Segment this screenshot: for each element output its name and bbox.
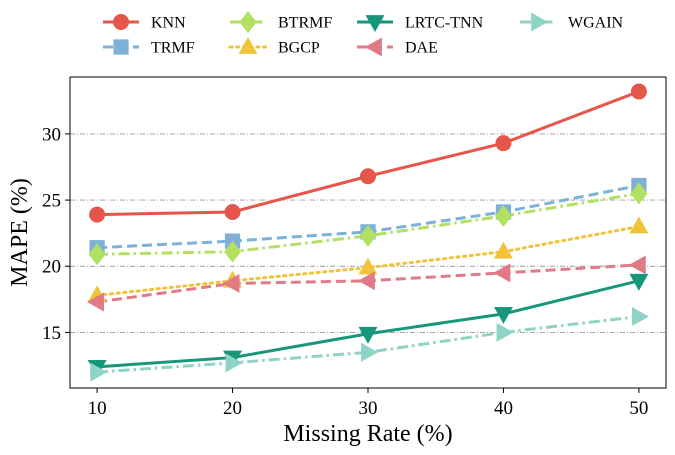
data-point-bgcp-40 xyxy=(493,241,513,259)
series-markers xyxy=(87,83,649,382)
legend: KNN TRMF BTRMF BGCP LRTC-TNN DAE WGAIN xyxy=(103,11,624,57)
data-point-lrtc-tnn-40 xyxy=(493,307,513,324)
series-lines xyxy=(95,90,641,374)
data-point-wgain-50 xyxy=(632,307,649,327)
y-tick-label: 15 xyxy=(42,323,61,344)
data-point-lrtc-tnn-50 xyxy=(629,273,649,291)
legend-marker-dae xyxy=(364,37,382,57)
legend-item-bgcp: BGCP xyxy=(228,36,320,57)
legend-marker-knn xyxy=(113,14,129,30)
data-point-knn-50 xyxy=(630,83,647,100)
data-point-btrmf-50 xyxy=(630,182,648,205)
legend-marker-trmf xyxy=(113,39,129,55)
series-line-btrmf xyxy=(97,191,640,256)
y-tick-label: 20 xyxy=(42,257,61,278)
legend-marker-bgcp xyxy=(238,36,258,54)
legend-label: BTRMF xyxy=(278,15,332,32)
legend-label: LRTC-TNN xyxy=(405,15,484,32)
data-point-knn-20 xyxy=(224,203,241,220)
x-axis: 10 20 30 40 50 xyxy=(88,388,648,419)
legend-marker-wgain xyxy=(531,12,549,32)
x-tick-label: 20 xyxy=(223,398,242,419)
data-point-wgain-10 xyxy=(90,362,108,382)
data-point-btrmf-40 xyxy=(494,205,512,227)
data-point-wgain-20 xyxy=(225,353,243,373)
data-point-dae-10 xyxy=(87,292,104,312)
data-point-wgain-30 xyxy=(361,342,379,362)
data-point-bgcp-50 xyxy=(629,216,649,234)
data-point-btrmf-10 xyxy=(88,243,106,266)
data-point-dae-40 xyxy=(493,263,511,283)
x-tick-label: 50 xyxy=(629,398,648,419)
series-line-knn xyxy=(97,90,640,217)
data-point-knn-30 xyxy=(360,168,376,185)
series-line-bgcp xyxy=(95,225,641,297)
data-point-lrtc-tnn-30 xyxy=(358,326,378,344)
data-point-knn-40 xyxy=(495,135,512,152)
data-point-bgcp-30 xyxy=(358,257,378,275)
x-tick-label: 40 xyxy=(494,398,513,419)
y-tick-label: 25 xyxy=(42,191,61,212)
legend-marker-lrtc-tnn xyxy=(365,15,385,33)
legend-item-dae: DAE xyxy=(357,37,438,57)
y-axis-label: MAPE (%) xyxy=(7,178,33,287)
x-tick-label: 10 xyxy=(88,398,107,419)
legend-label: BGCP xyxy=(278,40,320,57)
legend-item-lrtc-tnn: LRTC-TNN xyxy=(357,15,484,33)
legend-label: DAE xyxy=(405,40,438,57)
data-point-knn-10 xyxy=(89,206,106,223)
legend-item-btrmf: BTRMF xyxy=(230,11,332,33)
data-point-dae-50 xyxy=(628,255,646,275)
data-point-btrmf-20 xyxy=(224,240,242,263)
y-axis: 15 20 25 30 xyxy=(42,124,70,344)
series-line-wgain xyxy=(96,315,640,374)
y-tick-label: 30 xyxy=(42,124,61,145)
x-axis-label: Missing Rate (%) xyxy=(283,421,452,447)
legend-item-trmf: TRMF xyxy=(103,39,195,57)
legend-label: KNN xyxy=(151,15,186,32)
legend-item-knn: KNN xyxy=(103,14,186,32)
legend-item-wgain: WGAIN xyxy=(520,12,624,32)
data-point-dae-30 xyxy=(357,271,375,291)
legend-label: TRMF xyxy=(151,40,195,57)
x-tick-label: 30 xyxy=(359,398,378,419)
legend-marker-btrmf xyxy=(239,11,257,33)
data-point-wgain-40 xyxy=(496,322,514,342)
legend-label: WGAIN xyxy=(568,15,624,32)
data-point-btrmf-30 xyxy=(359,224,377,247)
data-point-dae-20 xyxy=(222,273,240,293)
